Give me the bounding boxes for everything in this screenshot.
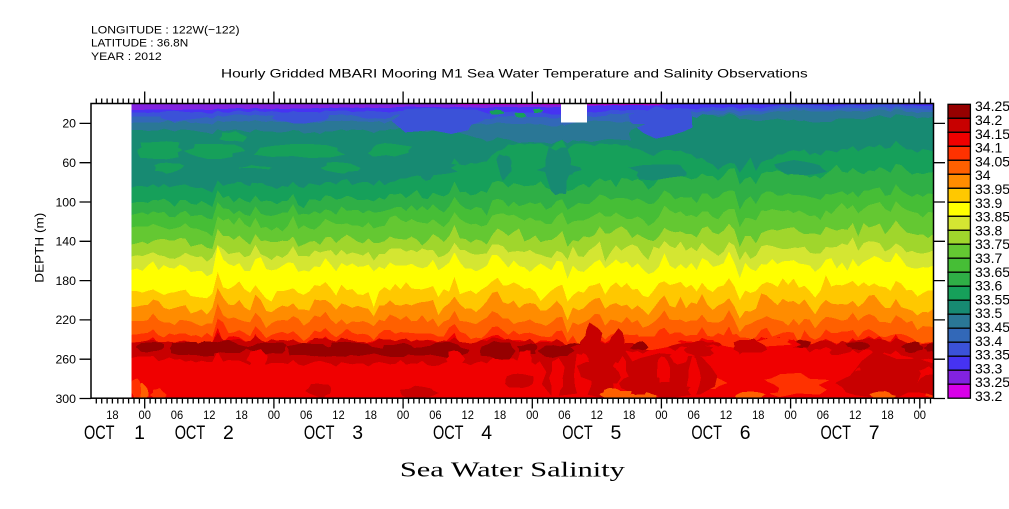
svg-text:18: 18 — [623, 408, 636, 422]
svg-text:Hourly Gridded MBARI Mooring M: Hourly Gridded MBARI Mooring M1 Sea Wate… — [221, 67, 808, 81]
svg-text:00: 00 — [526, 408, 539, 422]
svg-text:OCT: OCT — [175, 422, 206, 444]
svg-text:06: 06 — [558, 408, 571, 422]
svg-text:33.3: 33.3 — [975, 360, 1002, 376]
svg-text:OCT: OCT — [691, 422, 722, 444]
svg-text:33.55: 33.55 — [975, 291, 1009, 307]
svg-text:33.9: 33.9 — [975, 195, 1002, 211]
svg-text:DEPTH (m): DEPTH (m) — [33, 213, 47, 283]
svg-text:00: 00 — [397, 408, 410, 422]
svg-text:OCT: OCT — [562, 422, 593, 444]
svg-text:33.4: 33.4 — [975, 333, 1002, 349]
svg-text:33.6: 33.6 — [975, 278, 1002, 294]
svg-text:34: 34 — [975, 167, 991, 183]
svg-text:34.05: 34.05 — [975, 153, 1009, 169]
svg-text:OCT: OCT — [84, 422, 115, 444]
svg-text:00: 00 — [914, 408, 927, 422]
svg-text:18: 18 — [365, 408, 378, 422]
svg-text:OCT: OCT — [821, 422, 852, 444]
svg-text:34.15: 34.15 — [975, 126, 1009, 142]
svg-text:3: 3 — [352, 422, 363, 444]
svg-text:18: 18 — [235, 408, 248, 422]
svg-text:100: 100 — [55, 195, 76, 209]
svg-text:12: 12 — [462, 408, 475, 422]
svg-text:LONGITUDE : 122W(−122): LONGITUDE : 122W(−122) — [91, 25, 240, 37]
svg-text:2: 2 — [223, 422, 234, 444]
svg-text:33.5: 33.5 — [975, 305, 1002, 321]
svg-text:Sea Water Salinity: Sea Water Salinity — [400, 457, 625, 481]
svg-text:12: 12 — [591, 408, 604, 422]
svg-text:12: 12 — [332, 408, 345, 422]
svg-text:33.65: 33.65 — [975, 264, 1009, 280]
svg-text:220: 220 — [55, 313, 76, 327]
svg-text:1: 1 — [134, 422, 145, 444]
svg-text:33.85: 33.85 — [975, 209, 1009, 225]
svg-text:18: 18 — [881, 408, 894, 422]
svg-text:00: 00 — [268, 408, 281, 422]
svg-text:7: 7 — [869, 422, 880, 444]
svg-text:00: 00 — [655, 408, 668, 422]
svg-text:06: 06 — [429, 408, 442, 422]
svg-text:12: 12 — [849, 408, 862, 422]
svg-text:YEAR : 2012: YEAR : 2012 — [91, 51, 162, 63]
svg-text:33.75: 33.75 — [975, 236, 1009, 252]
svg-text:06: 06 — [688, 408, 701, 422]
svg-text:18: 18 — [752, 408, 765, 422]
svg-text:20: 20 — [62, 117, 76, 131]
svg-text:33.2: 33.2 — [975, 388, 1002, 404]
svg-text:LATITUDE : 36.8N: LATITUDE : 36.8N — [91, 38, 188, 50]
svg-text:OCT: OCT — [433, 422, 464, 444]
svg-text:4: 4 — [481, 422, 492, 444]
svg-text:140: 140 — [55, 235, 76, 249]
svg-text:12: 12 — [720, 408, 733, 422]
svg-text:00: 00 — [784, 408, 797, 422]
svg-text:33.35: 33.35 — [975, 347, 1009, 363]
svg-text:34.25: 34.25 — [975, 98, 1009, 114]
svg-text:12: 12 — [203, 408, 216, 422]
svg-text:OCT: OCT — [304, 422, 335, 444]
svg-text:06: 06 — [300, 408, 313, 422]
svg-text:18: 18 — [494, 408, 507, 422]
svg-text:33.95: 33.95 — [975, 181, 1009, 197]
svg-text:06: 06 — [817, 408, 830, 422]
svg-text:00: 00 — [139, 408, 152, 422]
svg-text:260: 260 — [55, 353, 76, 367]
svg-text:33.7: 33.7 — [975, 250, 1002, 266]
svg-text:60: 60 — [62, 156, 76, 170]
svg-text:33.25: 33.25 — [975, 374, 1009, 390]
svg-text:18: 18 — [106, 408, 119, 422]
svg-text:06: 06 — [171, 408, 184, 422]
svg-text:34.2: 34.2 — [975, 112, 1002, 128]
svg-text:33.45: 33.45 — [975, 319, 1009, 335]
svg-text:5: 5 — [611, 422, 622, 444]
svg-text:180: 180 — [55, 274, 76, 288]
svg-text:34.1: 34.1 — [975, 140, 1002, 156]
svg-text:33.8: 33.8 — [975, 222, 1002, 238]
svg-text:6: 6 — [740, 422, 751, 444]
svg-text:300: 300 — [55, 392, 76, 406]
